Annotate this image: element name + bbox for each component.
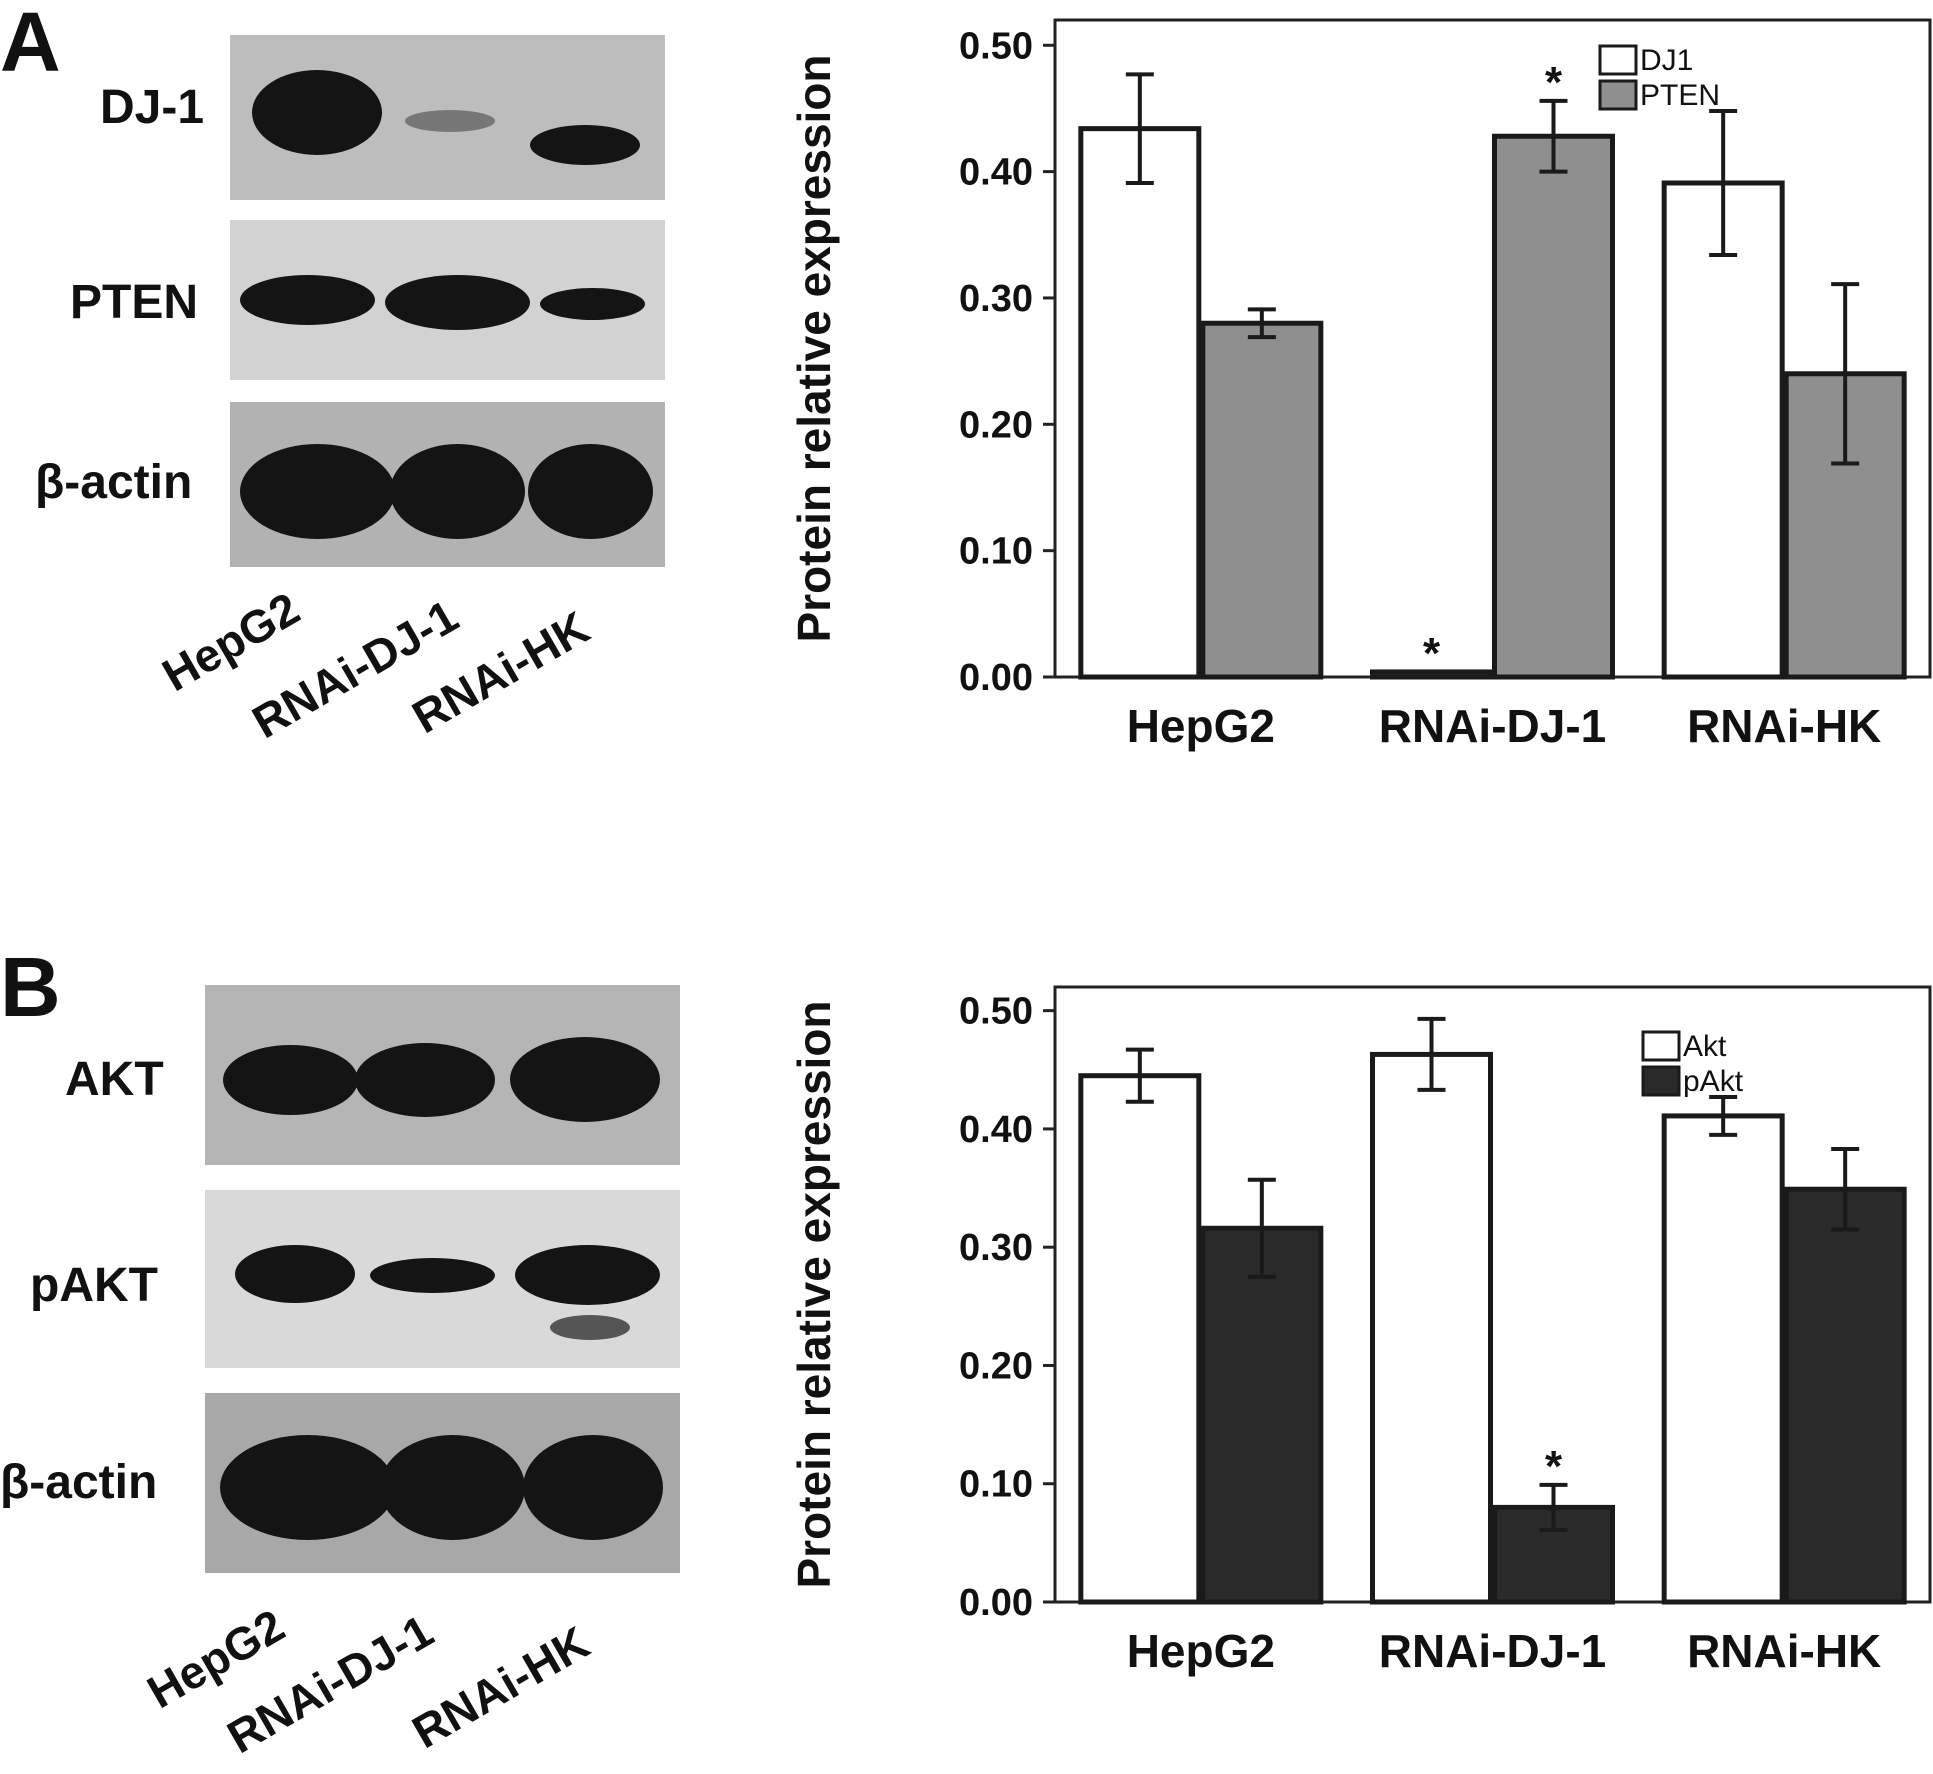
- blot-band: [380, 1435, 525, 1540]
- x-category-label: HepG2: [1127, 1625, 1275, 1677]
- western-blot-a: DJ-1 PTEN β-actin HepG2 RNAi-DJ-1 RNAi-H…: [0, 0, 700, 760]
- significance-marker: *: [1545, 1442, 1563, 1491]
- bar-pten: [1492, 133, 1615, 680]
- blot-row-label: β-actin: [35, 456, 193, 509]
- blot-band: [515, 1245, 660, 1305]
- panel-letter-b: B: [0, 940, 61, 1034]
- bar-akt: [1661, 1113, 1785, 1605]
- blot-band: [540, 288, 645, 320]
- blot-band: [220, 1435, 395, 1540]
- y-tick-label: 0.20: [959, 1345, 1033, 1387]
- legend-label: PTEN: [1640, 79, 1720, 112]
- western-blot-b: AKT pAKT β-actin HepG2 RNAi-DJ-1 RNAi-HK: [0, 0, 700, 1774]
- legend-swatch: [1598, 44, 1638, 76]
- bar-chart-a: 0.00 0.10 0.20 0.30 0.40 0.50 Protein relative…: [788, 18, 1932, 752]
- blot-band: [523, 1435, 663, 1540]
- x-category-label: RNAi-DJ-1: [1379, 1625, 1606, 1677]
- blot-band: [355, 1043, 495, 1117]
- y-tick-label: 0.00: [959, 1582, 1033, 1624]
- bar-akt: [1078, 1073, 1202, 1605]
- blot-band: [530, 125, 640, 165]
- y-axis-label: Protein relative expression: [788, 54, 840, 642]
- bar-akt: [1370, 1051, 1493, 1605]
- bar-pakt: [1783, 1186, 1907, 1605]
- legend-label: pAkt: [1683, 1065, 1744, 1098]
- x-category-label: RNAi-DJ-1: [1379, 700, 1606, 752]
- y-tick-label: 0.40: [959, 1109, 1033, 1151]
- panel-letter-a: A: [0, 0, 61, 89]
- blot-strip-pten: [230, 220, 665, 380]
- blot-band: [510, 1037, 660, 1122]
- blot-band: [240, 275, 375, 325]
- y-axis-label: Protein relative expression: [788, 1000, 840, 1588]
- y-tick-label: 0.50: [959, 991, 1033, 1033]
- significance-marker: *: [1545, 58, 1563, 107]
- blot-band: [385, 275, 530, 330]
- x-category-label: RNAi-HK: [1687, 700, 1881, 752]
- y-tick-label: 0.50: [959, 25, 1033, 67]
- bar-chart-b: 0.00 0.10 0.20 0.30 0.40 0.50 Protein relative…: [788, 985, 1932, 1677]
- blot-strip-pakt: [205, 1190, 680, 1368]
- x-category-label: RNAi-HK: [1687, 1625, 1881, 1677]
- blot-row-label: AKT: [65, 1053, 164, 1106]
- legend-swatch: [1598, 79, 1638, 111]
- blot-strip-dj1: [230, 35, 665, 200]
- blot-band: [550, 1315, 630, 1340]
- y-tick-label: 0.20: [959, 404, 1033, 446]
- bar-dj1: [1661, 180, 1785, 680]
- blot-band: [235, 1245, 355, 1303]
- legend-label: DJ1: [1640, 44, 1693, 77]
- bar-dj1: [1078, 126, 1202, 680]
- blot-row-label: PTEN: [70, 276, 199, 329]
- blot-band: [240, 444, 395, 539]
- y-tick-label: 0.10: [959, 1464, 1033, 1506]
- blot-row-label: DJ-1: [100, 81, 205, 134]
- legend-swatch: [1641, 1065, 1681, 1097]
- y-tick-label: 0.40: [959, 152, 1033, 194]
- blot-band: [390, 444, 525, 539]
- x-category-label: HepG2: [1127, 700, 1275, 752]
- blot-band: [405, 110, 495, 132]
- legend-swatch: [1641, 1030, 1681, 1062]
- bar-dj1: [1370, 669, 1493, 680]
- bar-pakt: [1200, 1225, 1324, 1605]
- bar-pten: [1200, 320, 1324, 680]
- y-tick-label: 0.00: [959, 657, 1033, 699]
- blot-band: [528, 444, 653, 539]
- y-tick-label: 0.10: [959, 531, 1033, 573]
- blot-strip-actin: [230, 402, 665, 567]
- blot-band: [370, 1258, 495, 1293]
- y-tick-label: 0.30: [959, 1227, 1033, 1269]
- y-tick-label: 0.30: [959, 278, 1033, 320]
- blot-row-label: β-actin: [0, 1456, 158, 1509]
- blot-strip-akt: [205, 985, 680, 1165]
- blot-strip-actin-b: [205, 1393, 680, 1573]
- blot-band: [252, 70, 382, 155]
- blot-row-label: pAKT: [30, 1259, 158, 1312]
- legend-label: Akt: [1683, 1030, 1727, 1063]
- blot-band: [223, 1045, 358, 1115]
- significance-marker: *: [1423, 629, 1441, 678]
